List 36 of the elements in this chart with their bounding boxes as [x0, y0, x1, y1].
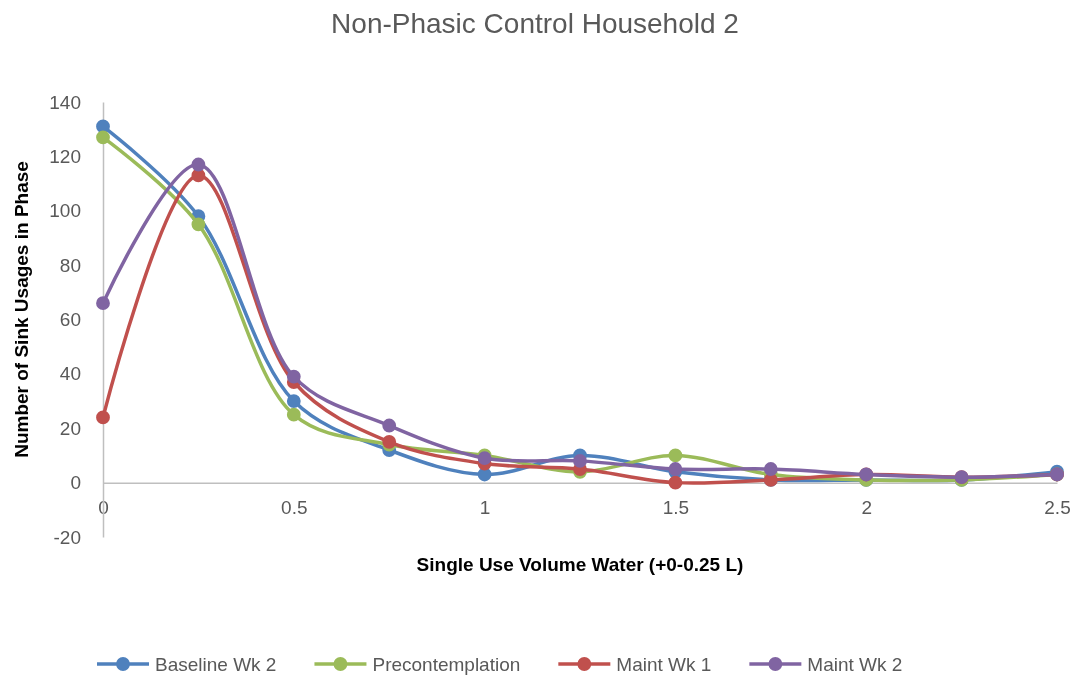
- y-axis-title: Number of Sink Usages in Phase: [11, 161, 32, 458]
- x-tick-label: 2.5: [1044, 497, 1071, 519]
- point: [286, 407, 301, 422]
- point: [668, 448, 683, 463]
- y-tick-label: 120: [49, 145, 81, 167]
- y-tick-label: 20: [59, 417, 81, 439]
- y-tick-label: 100: [49, 200, 81, 222]
- point: [286, 369, 301, 384]
- point: [96, 296, 110, 311]
- x-tick-label: 0.5: [281, 497, 308, 519]
- point: [191, 157, 206, 172]
- point: [382, 418, 397, 433]
- legend-label: Maint Wk 1: [616, 654, 712, 675]
- chart-title: Non-Phasic Control Household 2: [331, 8, 739, 39]
- point: [96, 119, 110, 134]
- point: [573, 453, 587, 468]
- point: [286, 394, 301, 408]
- point: [191, 217, 206, 232]
- y-tick-label: 40: [59, 363, 81, 385]
- x-tick-label: 2: [861, 497, 872, 519]
- legend-label: Precontemplation: [372, 654, 521, 675]
- x-tick-label: 0: [98, 497, 109, 519]
- x-axis-title: Single Use Volume Water (+0-0.25 L): [416, 554, 744, 575]
- y-tick-label: 80: [59, 254, 81, 276]
- point: [763, 462, 778, 476]
- point: [668, 475, 683, 490]
- legend-label: Maint Wk 2: [807, 654, 903, 675]
- point: [96, 410, 110, 425]
- y-tick-label: 0: [70, 472, 81, 494]
- y-tick-label: 60: [59, 309, 81, 331]
- legend-label: Baseline Wk 2: [155, 654, 277, 675]
- x-tick-label: 1: [479, 497, 491, 519]
- y-tick-label: -20: [53, 526, 81, 548]
- point: [96, 130, 110, 145]
- y-tick-label: 140: [49, 91, 81, 113]
- x-tick-label: 1.5: [662, 497, 690, 519]
